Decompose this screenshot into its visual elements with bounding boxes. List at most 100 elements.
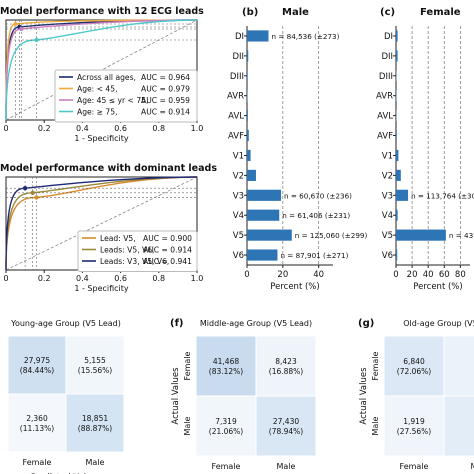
bar-category-label: AVF (228, 132, 244, 142)
cm-cell-count: 27,430 (273, 417, 299, 426)
cm-title: Old-age Group (V5 L (403, 319, 474, 328)
roc-x-tick-label: 0.2 (38, 274, 51, 283)
bar-mark (247, 50, 249, 62)
bar-annotation: n = 113,764 (±306 (411, 191, 474, 200)
bar-x-tick-label: 0 (393, 270, 398, 280)
cm-cell (255, 395, 317, 457)
cm-cell-count: 8,423 (275, 357, 297, 366)
roc-diagonal (5, 176, 198, 271)
cm-cell-percent: (27.56%) (397, 427, 432, 436)
bar-category-label: AVL (377, 112, 393, 122)
bar-category-label: DI (384, 32, 393, 42)
bar-mark (247, 149, 251, 162)
bar-mark (396, 209, 398, 221)
roc-legend-auc: AUC = 0.979 (141, 85, 190, 94)
bar-category-label: V4 (382, 211, 393, 221)
bar-category-label: V3 (382, 191, 393, 201)
cm-cell-percent: (21.06%) (209, 427, 244, 436)
cm-x-category: M (471, 462, 474, 471)
bar-annotation: n = 84,536 (±273) (272, 32, 340, 41)
bar-category-label: DI (235, 32, 244, 42)
cm-cell-count: 5,155 (84, 356, 106, 365)
cm-cell (443, 395, 474, 457)
roc-legend-box (54, 69, 198, 123)
cm-cell-count: 7,319 (215, 417, 237, 426)
bar-category-label: DII (381, 52, 393, 62)
bar-category-label: V6 (233, 251, 244, 261)
bar-x-tick-label: 20 (407, 270, 418, 280)
bar-category-label: V2 (382, 171, 393, 181)
bar-x-axis-label: Percent (%) (270, 282, 319, 292)
bar-mark (396, 189, 409, 201)
roc-x-tick-label: 0.6 (114, 124, 127, 133)
cm-title: Young-age Group (V5 Lead) (10, 319, 121, 328)
cm-cell-percent: (16.88%) (269, 367, 304, 376)
panel-label: (c) (380, 7, 395, 18)
bar-mark (247, 90, 248, 102)
bar-mark (247, 110, 248, 122)
bar-annotation: n = 437,4 (449, 231, 474, 240)
cm-x-category: Female (400, 462, 429, 471)
bar-category-label: V5 (382, 231, 393, 241)
roc-curve (5, 176, 198, 271)
roc-x-tick-label: 0.2 (38, 124, 51, 133)
cm-x-category: Male (277, 462, 296, 471)
cm-cell-count: 18,851 (82, 414, 108, 423)
roc-legend-label: Age: 45 ≤ yr < 75, (77, 96, 148, 105)
roc-operating-point (34, 195, 39, 200)
bar-title: Female (420, 7, 461, 18)
cm-cell-count: 41,468 (213, 357, 239, 366)
cm-cell (383, 335, 445, 397)
cm-cell-percent: (72.06%) (397, 367, 432, 376)
cm-cell-percent: (84.44%) (20, 366, 55, 375)
cm-y-axis-label: Actual Values (171, 367, 181, 425)
bar-category-label: AVR (376, 92, 393, 102)
bar-title: Male (282, 7, 309, 18)
bar-mark (247, 249, 278, 261)
cm-cell-count: 6,840 (403, 357, 425, 366)
cm-x-category: Female (23, 458, 52, 467)
roc-x-axis-label: 1 - Specificity (74, 134, 129, 143)
roc-x-tick-label: 0 (3, 124, 8, 133)
roc-curve (5, 176, 198, 271)
bar-mark (247, 229, 292, 241)
roc-operating-point (22, 185, 28, 191)
bar-x-tick-label: 20 (277, 270, 288, 280)
cm-cell (383, 395, 445, 457)
bar-mark (247, 30, 269, 42)
bar-mark (247, 129, 249, 142)
roc-operating-point (30, 190, 35, 196)
cm-x-category: Female (212, 462, 241, 471)
roc-x-tick-label: 0.8 (152, 274, 165, 283)
bar-category-label: DIII (379, 72, 393, 82)
bar-mark (396, 169, 401, 181)
roc-title: Model performance with dominant leads (0, 163, 217, 174)
bar-mark (247, 209, 280, 221)
cm-cell-count: 1,919 (403, 417, 425, 426)
cm-y-axis-label: Actual Values (359, 367, 369, 425)
panel-label: (b) (242, 7, 258, 18)
cm-cell-percent: (78.94%) (269, 427, 304, 436)
roc-legend-label: Leads: V5, V6, (100, 246, 154, 255)
cm-y-category: Male (183, 416, 192, 435)
roc-operating-point (19, 26, 24, 32)
cm-cell (65, 335, 125, 395)
bar-mark (396, 70, 397, 82)
roc-curve (5, 19, 198, 121)
roc-x-tick-label: 1.0 (191, 124, 204, 133)
bar-category-label: DII (232, 52, 244, 62)
cm-y-category: Male (371, 416, 380, 435)
bar-annotation: n = 87,901 (±271) (280, 251, 348, 260)
cm-y-category: Female (371, 351, 380, 380)
bar-mark (396, 90, 397, 102)
roc-x-tick-label: 0.4 (76, 124, 89, 133)
bar-annotation: n = 61,406 (±231) (282, 211, 350, 220)
bar-x-tick-label: 80 (455, 270, 466, 280)
roc-x-tick-label: 1.0 (191, 274, 204, 283)
bar-category-label: AVL (228, 112, 244, 122)
bar-x-axis-label: Percent (%) (413, 282, 462, 292)
bar-x-tick-label: 60 (439, 270, 450, 280)
roc-legend-label: Age: < 45, (77, 85, 118, 94)
roc-title: Model performance with 12 ECG leads (0, 6, 204, 17)
